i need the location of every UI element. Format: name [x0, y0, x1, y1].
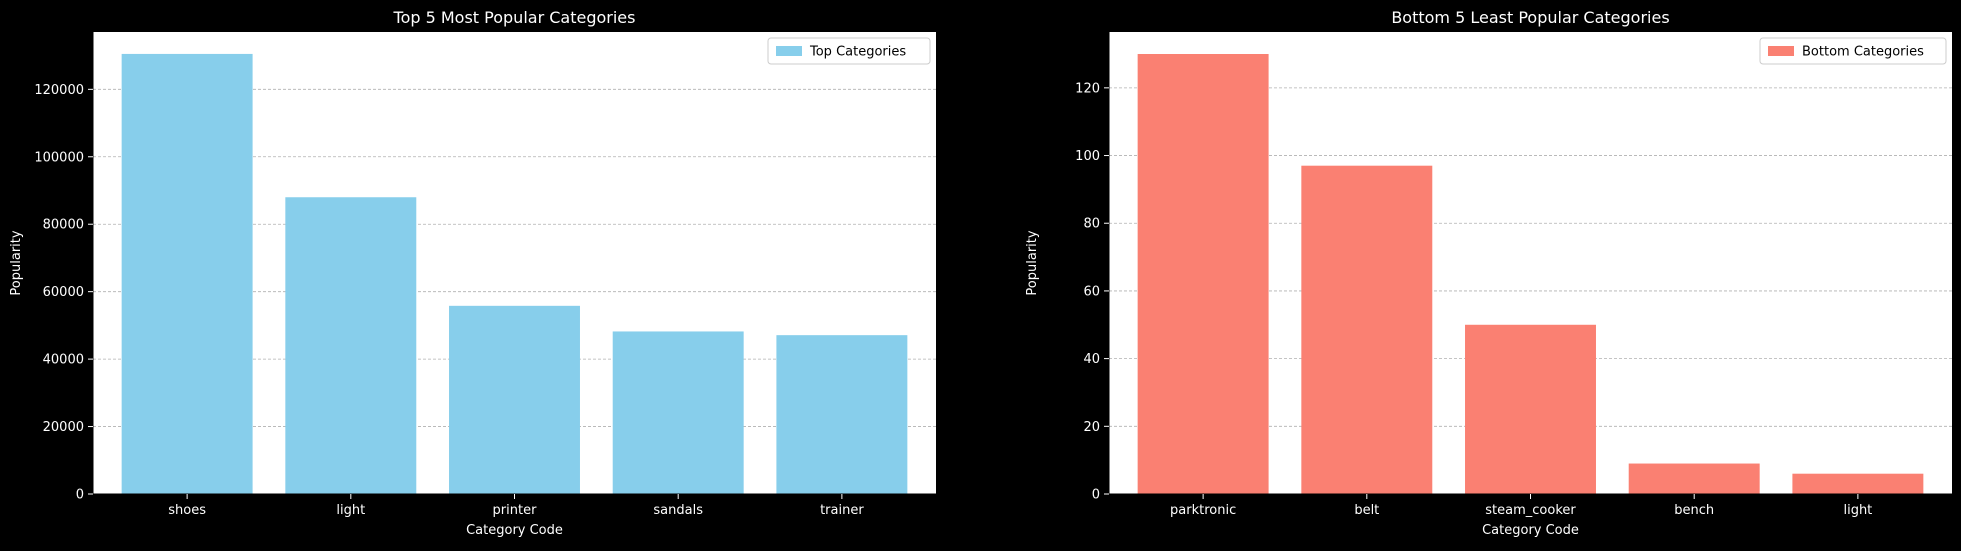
bar-light: [1792, 473, 1924, 494]
legend-swatch: [776, 46, 802, 56]
y-tick-label: 20: [1083, 420, 1100, 435]
chart-title: Bottom 5 Least Popular Categories: [1391, 8, 1669, 27]
bar-steam_cooker: [1465, 324, 1596, 494]
x-tick-label-bench: bench: [1674, 503, 1714, 518]
bar-printer: [449, 305, 580, 494]
y-axis-label: Popularity: [9, 230, 24, 295]
x-tick-label-printer: printer: [493, 503, 538, 518]
legend-label: Bottom Categories: [1802, 45, 1924, 60]
y-tick-label: 60: [1083, 284, 1100, 299]
y-tick-label: 120000: [34, 83, 84, 98]
chart-1: 0 20000 40000 60000 80000 100000 120000 shoes li…: [9, 8, 936, 538]
legend-swatch: [1768, 46, 1794, 56]
y-tick-label: 80000: [43, 218, 84, 233]
y-tick-label: 100: [1075, 149, 1100, 164]
x-axis-label: Category Code: [466, 523, 563, 538]
bar-belt: [1301, 165, 1433, 494]
y-tick-label: 120: [1075, 81, 1100, 96]
bar-shoes: [121, 53, 253, 494]
y-tick-label: 100000: [34, 150, 84, 165]
bar-parktronic: [1137, 54, 1269, 494]
bar-light: [285, 197, 417, 494]
y-tick-label: 80: [1083, 217, 1100, 232]
y-tick-label: 40000: [43, 353, 84, 368]
legend: Top Categories: [767, 37, 931, 65]
x-axis-label: Category Code: [1482, 523, 1579, 538]
y-tick-label: 60000: [43, 285, 84, 300]
bar-sandals: [612, 331, 744, 494]
y-tick-label: 0: [76, 488, 84, 503]
x-tick-label-light: light: [336, 503, 365, 518]
x-tick-label-trainer: trainer: [820, 503, 864, 518]
legend-label: Top Categories: [809, 45, 906, 60]
y-tick-label: 40: [1083, 352, 1100, 367]
y-tick-label: 0: [1092, 488, 1100, 503]
x-tick-label-light: light: [1843, 503, 1872, 518]
x-tick-label-parktronic: parktronic: [1170, 503, 1236, 518]
legend-box: [1759, 37, 1947, 65]
chart-2: 0 20 40 60 80 100 120 parktronic belt steam_cooke…: [1025, 8, 1952, 538]
bar-trainer: [776, 335, 908, 494]
legend: Bottom Categories: [1759, 37, 1947, 65]
x-tick-label-steam_cooker: steam_cooker: [1485, 503, 1576, 518]
y-axis-label: Popularity: [1025, 230, 1040, 295]
x-tick-label-belt: belt: [1354, 503, 1379, 518]
x-tick-label-sandals: sandals: [653, 503, 703, 518]
x-tick-label-shoes: shoes: [168, 503, 206, 518]
legend-box: [767, 37, 931, 65]
chart-title: Top 5 Most Popular Categories: [393, 8, 636, 27]
bar-bench: [1628, 463, 1760, 494]
y-tick-label: 20000: [43, 420, 84, 435]
